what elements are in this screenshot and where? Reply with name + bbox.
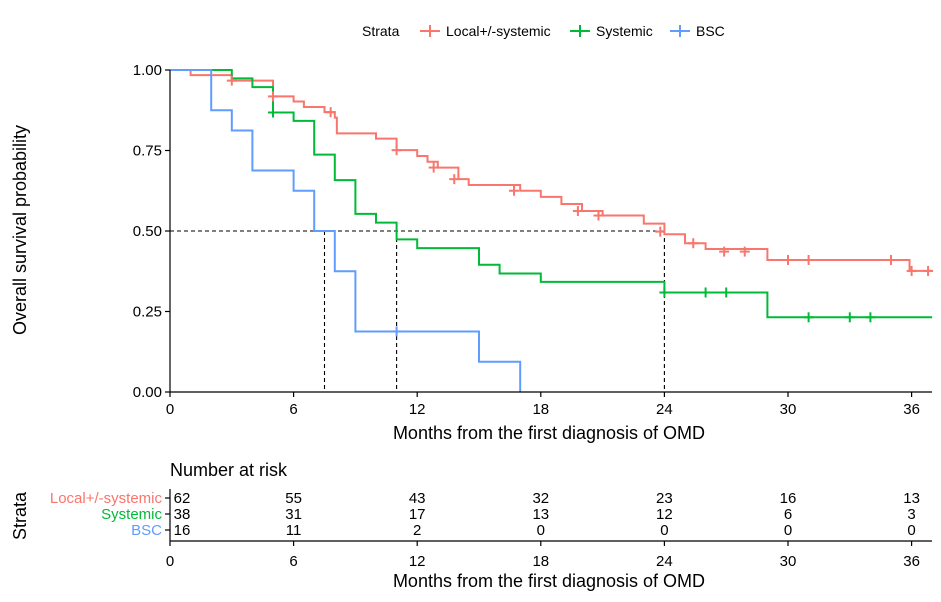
censor-mark-1-5 bbox=[844, 312, 855, 323]
censor-mark-0-11 bbox=[719, 246, 730, 257]
censor-mark-1-0 bbox=[268, 107, 278, 118]
censor-mark-0-9 bbox=[655, 226, 666, 237]
y-tick-label-4: 1.00 bbox=[133, 62, 162, 79]
censor-mark-0-2 bbox=[325, 107, 336, 118]
risk-cell-0-6: 13 bbox=[903, 490, 920, 507]
censor-mark-0-12 bbox=[739, 246, 750, 257]
survival-plot: Overall survival probability 0.00 0.25 0.5… bbox=[10, 62, 934, 443]
censor-mark-0-13 bbox=[783, 254, 793, 265]
curve-localsystemic bbox=[170, 69, 933, 272]
x-tick-label-4: 24 bbox=[656, 401, 673, 418]
x-tick-label-1: 6 bbox=[289, 401, 297, 418]
risk-cell-0-2: 43 bbox=[409, 490, 426, 507]
censor-mark-1-3 bbox=[721, 287, 732, 298]
x-tick-label-2: 12 bbox=[409, 401, 426, 418]
censor-mark-0-6 bbox=[509, 185, 520, 196]
risk-cell-1-0: 38 bbox=[174, 506, 191, 523]
risk-x-tick-label-1: 6 bbox=[289, 553, 297, 570]
risk-x-tick-label-5: 30 bbox=[780, 553, 797, 570]
curve-systemic bbox=[170, 69, 933, 319]
x-tick-label-3: 18 bbox=[532, 401, 549, 418]
legend-label-0: Local+/-systemic bbox=[446, 23, 551, 39]
risk-table-strata-label: Strata bbox=[10, 491, 30, 540]
risk-cell-0-4: 23 bbox=[656, 490, 673, 507]
risk-x-tick-label-0: 0 bbox=[166, 553, 174, 570]
risk-cell-1-5: 6 bbox=[784, 506, 792, 523]
censor-mark-0-0 bbox=[226, 75, 237, 86]
censor-mark-1-4 bbox=[803, 312, 814, 323]
risk-cell-2-5: 0 bbox=[784, 522, 792, 539]
risk-cell-2-6: 0 bbox=[907, 522, 915, 539]
censor-mark-0-15 bbox=[886, 254, 896, 265]
censor-mark-0-4 bbox=[428, 162, 439, 173]
censor-mark-0-16 bbox=[906, 265, 917, 276]
x-axis-title: Months from the first diagnosis of OMD bbox=[393, 423, 705, 443]
censor-mark-2-0 bbox=[391, 326, 402, 337]
risk-cell-1-3: 13 bbox=[532, 506, 549, 523]
y-tick-label-1: 0.25 bbox=[133, 304, 162, 321]
risk-x-axis: 0 6 12 18 24 30 36 bbox=[166, 541, 920, 570]
x-tick-label-6: 36 bbox=[903, 401, 920, 418]
x-tick-label-0: 0 bbox=[166, 401, 174, 418]
y-tick-label-2: 0.50 bbox=[133, 223, 162, 240]
risk-cell-0-0: 62 bbox=[174, 490, 191, 507]
risk-cell-2-2: 2 bbox=[413, 522, 421, 539]
censor-mark-1-1 bbox=[659, 287, 670, 298]
risk-cell-2-0: 16 bbox=[174, 522, 191, 539]
censor-mark-1-6 bbox=[865, 312, 876, 323]
risk-row-label-1: Systemic bbox=[101, 506, 162, 523]
risk-row-label-2: BSC bbox=[131, 522, 162, 539]
risk-cell-1-2: 17 bbox=[409, 506, 426, 523]
risk-cell-1-6: 3 bbox=[907, 506, 915, 523]
risk-cell-2-1: 11 bbox=[286, 522, 302, 539]
legend-label-1: Systemic bbox=[596, 23, 653, 39]
legend-title: Strata bbox=[362, 23, 400, 39]
median-lines bbox=[170, 230, 665, 392]
censor-mark-0-1 bbox=[268, 91, 278, 102]
censor-mark-1-2 bbox=[700, 287, 711, 298]
censor-mark-0-17 bbox=[923, 265, 934, 276]
legend-items: Local+/-systemic Systemic BSC bbox=[420, 23, 725, 39]
risk-table: Number at risk Strata Local+/-systemicSy… bbox=[10, 460, 932, 591]
risk-x-tick-label-6: 36 bbox=[903, 553, 920, 570]
risk-cell-0-3: 32 bbox=[532, 490, 549, 507]
risk-cell-2-3: 0 bbox=[537, 522, 545, 539]
x-axis: 0 6 12 18 24 30 36 bbox=[166, 392, 920, 418]
y-axis-title: Overall survival probability bbox=[10, 125, 30, 335]
risk-table-title: Number at risk bbox=[170, 460, 288, 480]
risk-cell-1-1: 31 bbox=[285, 506, 302, 523]
y-tick-label-3: 0.75 bbox=[133, 143, 162, 160]
risk-cell-0-5: 16 bbox=[780, 490, 797, 507]
curve-bsc bbox=[170, 69, 522, 392]
legend: Strata Local+/-systemic Systemic BSC bbox=[362, 23, 725, 39]
legend-label-2: BSC bbox=[696, 23, 725, 39]
risk-x-tick-label-3: 18 bbox=[532, 553, 549, 570]
risk-x-axis-title: Months from the first diagnosis of OMD bbox=[393, 571, 705, 591]
y-axis: 0.00 0.25 0.50 0.75 1.00 bbox=[133, 62, 170, 401]
censor-mark-0-5 bbox=[449, 174, 460, 185]
risk-cell-1-4: 12 bbox=[656, 506, 673, 523]
risk-row-label-0: Local+/-systemic bbox=[50, 490, 163, 507]
censor-mark-0-8 bbox=[593, 210, 604, 221]
risk-cell-2-4: 0 bbox=[660, 522, 668, 539]
risk-cell-0-1: 55 bbox=[285, 490, 302, 507]
risk-x-tick-label-2: 12 bbox=[409, 553, 426, 570]
censor-mark-0-3 bbox=[391, 145, 402, 156]
risk-x-tick-label-4: 24 bbox=[656, 553, 673, 570]
censor-mark-0-14 bbox=[803, 254, 814, 265]
censor-mark-0-10 bbox=[688, 238, 699, 249]
y-tick-label-0: 0.00 bbox=[133, 384, 162, 401]
censor-mark-0-7 bbox=[572, 206, 583, 217]
censor-marks bbox=[226, 75, 934, 337]
survival-curves bbox=[170, 69, 933, 392]
risk-cells: 62 55 43 32 23 16 13 38 31 17 13 12 6 3 16 11 2 0 0 0 0 bbox=[174, 490, 920, 539]
x-tick-label-5: 30 bbox=[780, 401, 797, 418]
